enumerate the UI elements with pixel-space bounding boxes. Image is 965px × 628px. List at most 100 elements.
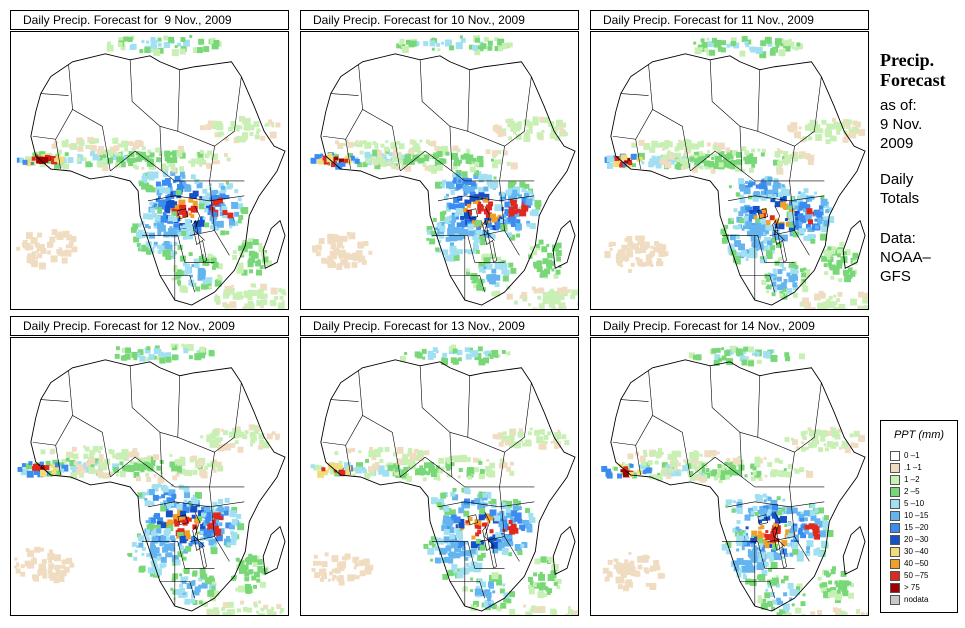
legend-label: 50 –75	[904, 571, 929, 580]
precip-cell	[231, 518, 238, 525]
precip-cell	[165, 536, 170, 541]
precip-cell	[570, 294, 576, 300]
precip-cell	[141, 146, 146, 151]
precip-cell	[365, 564, 370, 569]
precip-cell	[800, 601, 806, 607]
precip-cell	[762, 538, 768, 544]
precip-cell	[521, 187, 527, 193]
precip-cell	[191, 282, 196, 287]
precip-cell	[814, 533, 821, 540]
country-border	[147, 501, 245, 508]
precip-cell	[627, 453, 634, 460]
precip-cell	[521, 201, 529, 209]
precip-cell	[16, 564, 20, 568]
precip-cell	[337, 142, 344, 149]
precip-cell	[422, 154, 430, 162]
precip-cell	[549, 301, 555, 308]
precip-cell	[156, 244, 161, 249]
precip-cell	[736, 520, 741, 525]
precip-cell	[181, 174, 186, 179]
precip-cell	[780, 185, 786, 191]
precip-cell	[668, 468, 674, 474]
precip-cell	[808, 136, 813, 141]
precip-cell	[134, 142, 138, 145]
precip-cell	[857, 305, 865, 309]
precip-cell	[337, 464, 343, 470]
precip-cell	[94, 458, 100, 464]
precip-cell	[343, 252, 350, 259]
precip-cell	[426, 225, 433, 232]
precip-cell	[114, 137, 119, 142]
precip-cell	[332, 556, 338, 562]
precip-cell	[487, 581, 494, 588]
precip-cell	[509, 470, 515, 476]
precip-map-svg	[604, 36, 868, 309]
precip-cell	[849, 270, 856, 277]
precip-cell	[322, 470, 328, 476]
precip-cell	[821, 587, 828, 593]
precip-cell	[750, 156, 758, 164]
precip-cell	[800, 514, 805, 519]
precip-cell	[422, 451, 426, 456]
precip-cell	[259, 265, 264, 269]
precip-cell	[758, 224, 766, 232]
precip-cell	[193, 258, 199, 264]
precip-cell	[616, 566, 622, 573]
precip-cell	[500, 534, 508, 542]
precip-cell	[745, 43, 750, 48]
precip-cell	[15, 562, 19, 566]
precip-cell	[702, 152, 706, 156]
precip-cell	[560, 294, 565, 299]
precip-cell	[244, 576, 250, 582]
precip-cell	[403, 158, 410, 165]
precip-cell	[671, 454, 678, 461]
precip-cell	[96, 473, 100, 477]
precip-cell	[137, 141, 144, 147]
precip-cell	[458, 249, 464, 255]
panel-title-prefix: Daily Precip. Forecast for	[603, 13, 742, 27]
precip-cell	[658, 261, 664, 267]
precip-cell	[721, 347, 725, 351]
precip-cell	[609, 241, 614, 246]
precip-cell	[516, 233, 521, 238]
panel-date: 9 Nov., 2009	[161, 13, 232, 27]
precip-cell	[344, 158, 349, 163]
precip-cell	[134, 165, 139, 170]
precip-cell	[746, 153, 754, 161]
precip-cell	[398, 42, 402, 46]
precip-cell	[837, 428, 842, 433]
precip-cell	[747, 182, 753, 188]
precip-cell	[763, 351, 769, 357]
legend-swatch	[890, 583, 900, 593]
precip-cell	[157, 517, 164, 524]
precip-cell	[260, 135, 266, 141]
as-of-date: 9 Nov.	[880, 116, 923, 133]
precip-cell	[428, 465, 436, 473]
precip-cell	[650, 245, 654, 249]
precip-cell	[341, 235, 348, 242]
precip-cell	[752, 205, 760, 213]
sidebar-heading: Precip. Forecast	[880, 50, 946, 90]
precip-cell	[800, 524, 805, 529]
precip-cell	[245, 241, 253, 249]
precip-cell	[162, 563, 167, 568]
precip-cell	[45, 460, 51, 466]
precip-cell	[776, 612, 781, 615]
precip-cell	[813, 209, 820, 216]
precip-cell	[487, 520, 491, 524]
precip-cell	[452, 251, 457, 256]
precip-cell	[205, 192, 211, 198]
precip-cell	[784, 352, 790, 358]
precip-cell	[177, 542, 182, 547]
precip-cell	[181, 287, 188, 294]
precip-cell	[57, 156, 65, 164]
precip-cell	[186, 344, 194, 352]
precip-cell	[755, 218, 762, 225]
precip-cell	[534, 430, 540, 436]
precip-cell	[424, 165, 430, 171]
precip-cell	[430, 471, 437, 477]
map-panel-4	[10, 337, 289, 616]
precip-cell	[629, 463, 634, 468]
precip-cell	[821, 255, 828, 262]
precip-cell	[214, 216, 218, 220]
